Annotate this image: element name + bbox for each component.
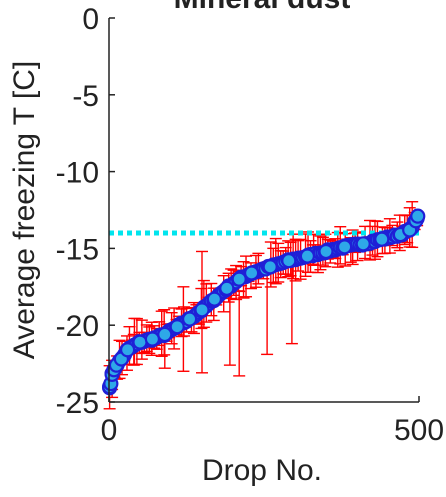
data-point xyxy=(318,243,334,260)
y-tick-label: -20 xyxy=(56,310,99,343)
data-point xyxy=(206,291,222,307)
data-point xyxy=(337,239,353,255)
y-tick-label: -25 xyxy=(56,387,99,420)
chart-title: Mineral dust xyxy=(174,0,351,15)
data-point xyxy=(182,311,198,327)
data-point xyxy=(231,271,247,287)
data-point xyxy=(244,265,260,281)
y-tick-label: 0 xyxy=(82,3,99,36)
data-point xyxy=(355,236,371,252)
y-tick-label: -5 xyxy=(72,80,99,113)
y-tick-label: -15 xyxy=(56,233,99,266)
data-point xyxy=(281,253,297,269)
x-tick-label: 0 xyxy=(101,414,118,447)
data-point xyxy=(144,331,160,347)
data-point xyxy=(262,259,278,275)
data-point xyxy=(119,342,136,358)
data-point xyxy=(374,231,390,247)
data-point xyxy=(157,326,173,343)
axes: 0-5-10-15-20-250 500 xyxy=(56,3,444,447)
y-tick-label: -10 xyxy=(56,157,99,190)
data-point xyxy=(219,280,235,296)
data-point xyxy=(299,248,315,264)
data-point xyxy=(410,208,426,224)
x-axis-label: Drop No. xyxy=(202,454,322,487)
y-axis-label: Average freezing T [C] xyxy=(8,61,41,360)
data-point xyxy=(169,319,185,335)
x-tick-label: 500 xyxy=(394,414,444,447)
data-markers xyxy=(102,208,426,396)
data-point xyxy=(194,302,210,318)
data-point xyxy=(132,334,148,350)
